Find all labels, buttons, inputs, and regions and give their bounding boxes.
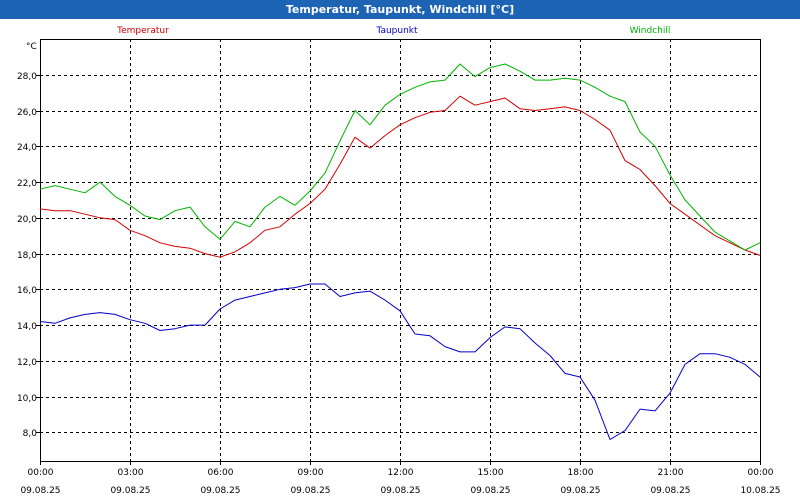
x-tick-time: 12:00 [388, 468, 414, 478]
y-tick-label: 8,0 [23, 429, 38, 439]
y-tick-label: 22,0 [17, 179, 37, 189]
y-tick-label: 28,0 [17, 72, 37, 82]
x-tick-date: 09.08.25 [560, 486, 600, 496]
axis-ticks: 8,0 10,0 12,0 14,0 16,0 18,0 20,0 22,0 24,0 26,0 2… [17, 39, 781, 496]
x-tick-time: 00:00 [748, 468, 774, 478]
legend: Temperatur Taupunkt Windchill [116, 26, 670, 36]
x-tick-date: 09.08.25 [20, 486, 60, 496]
y-tick-label: 26,0 [17, 108, 37, 118]
chart-background [0, 19, 800, 500]
legend-entry-temperatur: Temperatur [116, 26, 169, 36]
series-line-taupunkt [39, 283, 761, 440]
x-tick-date: 09.08.25 [470, 486, 510, 496]
x-tick-time: 06:00 [208, 468, 234, 478]
y-tick-label: 18,0 [17, 251, 37, 261]
series-line-temperatur [39, 95, 761, 258]
x-tick-date: 10.08.25 [740, 486, 780, 496]
y-tick-label: 24,0 [17, 143, 37, 153]
x-tick-time: 09:00 [298, 468, 324, 478]
chart-area: 8,0 10,0 12,0 14,0 16,0 18,0 20,0 22,0 24,0 26,0 2… [0, 19, 800, 500]
x-tick-date: 09.08.25 [380, 486, 420, 496]
x-tick-date: 09.08.25 [200, 486, 240, 496]
grid-lines [40, 39, 760, 461]
x-tick-time: 00:00 [28, 468, 54, 478]
x-tick-time: 21:00 [658, 468, 684, 478]
series-line-windchill [39, 63, 761, 251]
x-tick-date: 09.08.25 [650, 486, 690, 496]
y-tick-label: 16,0 [17, 286, 37, 296]
y-tick-label: 20,0 [17, 215, 37, 225]
y-tick-label: 12,0 [17, 358, 37, 368]
y-axis-unit-label: °C [26, 42, 37, 52]
x-tick-date: 09.08.25 [290, 486, 330, 496]
x-tick-time: 18:00 [568, 468, 594, 478]
legend-entry-taupunkt: Taupunkt [375, 26, 418, 36]
x-tick-time: 15:00 [478, 468, 504, 478]
x-tick-date: 09.08.25 [110, 486, 150, 496]
series-lines [39, 63, 761, 440]
y-tick-label: 10,0 [17, 394, 37, 404]
y-tick-label: 14,0 [17, 322, 37, 332]
x-tick-time: 03:00 [118, 468, 144, 478]
legend-entry-windchill: Windchill [630, 26, 671, 36]
chart-title: Temperatur, Taupunkt, Windchill [°C] [0, 0, 800, 19]
